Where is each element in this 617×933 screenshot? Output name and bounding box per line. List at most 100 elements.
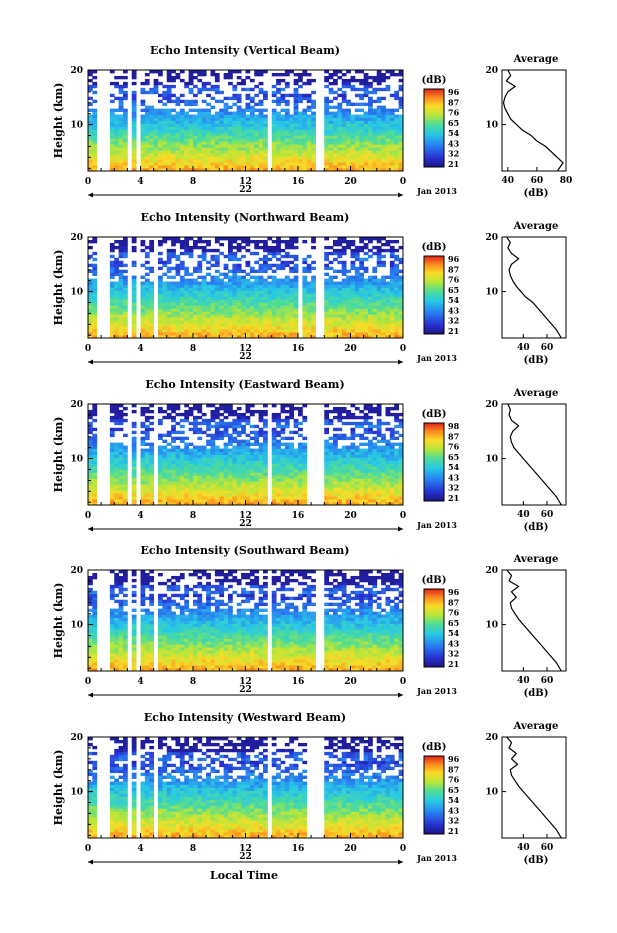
heatmap-cell xyxy=(359,159,364,162)
heatmap-cell xyxy=(215,276,220,279)
heatmap-cell xyxy=(250,121,255,124)
heatmap-cell xyxy=(289,308,294,311)
heatmap-cell xyxy=(162,153,167,156)
heatmap-cell xyxy=(132,308,137,311)
day-label: 22 xyxy=(239,352,252,362)
heatmap-cell xyxy=(114,121,119,124)
heatmap-cell xyxy=(351,329,356,332)
heatmap-cell xyxy=(254,305,259,308)
heatmap-cell xyxy=(171,135,176,138)
heatmap-cell xyxy=(110,255,115,258)
heatmap-cell xyxy=(246,457,251,460)
heatmap-cell xyxy=(254,144,259,147)
heatmap-cell xyxy=(132,115,137,118)
heatmap-cell xyxy=(180,496,185,499)
heatmap-cell xyxy=(346,82,351,85)
heatmap-cell xyxy=(110,329,115,332)
heatmap-cell xyxy=(246,440,251,443)
heatmap-cell xyxy=(224,144,229,147)
heatmap-cell xyxy=(193,299,198,302)
heatmap-cell xyxy=(337,115,342,118)
heatmap-cell xyxy=(276,91,281,94)
heatmap-cell xyxy=(189,496,194,499)
heatmap-cell xyxy=(351,138,356,141)
heatmap-cell xyxy=(92,112,97,115)
heatmap-cell xyxy=(337,138,342,141)
heatmap-cell xyxy=(386,165,391,168)
heatmap-cell xyxy=(176,290,181,293)
heatmap-cell xyxy=(381,282,386,285)
heatmap-cell xyxy=(232,121,237,124)
heatmap-cell xyxy=(272,73,277,76)
heatmap-cell xyxy=(193,246,198,249)
heatmap-cell xyxy=(289,302,294,305)
heatmap-cell xyxy=(263,311,268,314)
heatmap-cell xyxy=(189,153,194,156)
heatmap-cell xyxy=(254,463,259,466)
heatmap-cell xyxy=(202,162,207,165)
heatmap-cell xyxy=(372,308,377,311)
heatmap-cell xyxy=(119,290,124,293)
heatmap-cell xyxy=(254,153,259,156)
heatmap-cell xyxy=(394,153,399,156)
heatmap-cell xyxy=(237,109,242,112)
heatmap-cell xyxy=(359,261,364,264)
heatmap-cell xyxy=(176,437,181,440)
heatmap-cell xyxy=(184,302,189,305)
heatmap-cell xyxy=(145,150,150,153)
colorbar-tick-label: 32 xyxy=(448,316,459,326)
heatmap-cell xyxy=(289,484,294,487)
heatmap-cell xyxy=(307,290,312,293)
heatmap-cell xyxy=(219,293,224,296)
heatmap-cell xyxy=(114,240,119,243)
heatmap-cell xyxy=(180,487,185,490)
heatmap-cell xyxy=(377,159,382,162)
heatmap-cell xyxy=(202,478,207,481)
heatmap-cell xyxy=(119,159,124,162)
heatmap-cell xyxy=(246,487,251,490)
heatmap-cell xyxy=(162,460,167,463)
heatmap-cell xyxy=(276,475,281,478)
heatmap-cell xyxy=(368,320,373,323)
heatmap-cell xyxy=(390,147,395,150)
heatmap-cell xyxy=(114,135,119,138)
heatmap-cell xyxy=(176,293,181,296)
heatmap-cell xyxy=(171,499,176,502)
heatmap-cell xyxy=(377,249,382,252)
heatmap-cell xyxy=(197,469,202,472)
heatmap-cell xyxy=(189,88,194,91)
heatmap-cell xyxy=(241,290,246,293)
heatmap-cell xyxy=(272,413,277,416)
heatmap-cell xyxy=(394,302,399,305)
heatmap-cell xyxy=(145,159,150,162)
heatmap-cell xyxy=(154,135,159,138)
heatmap-cell xyxy=(206,267,211,270)
heatmap-cell xyxy=(88,472,93,475)
heatmap-cell xyxy=(342,410,347,413)
heatmap-cell xyxy=(377,100,382,103)
heatmap-cell xyxy=(307,82,312,85)
heatmap-cell xyxy=(250,311,255,314)
heatmap-cell xyxy=(355,329,360,332)
heatmap-cell xyxy=(211,144,216,147)
heatmap-cell xyxy=(215,326,220,329)
heatmap-cell xyxy=(149,314,154,317)
heatmap-cell xyxy=(197,308,202,311)
heatmap-cell xyxy=(346,452,351,455)
heatmap-cell xyxy=(346,85,351,88)
heatmap-cell xyxy=(254,484,259,487)
heatmap-cell xyxy=(342,326,347,329)
heatmap-cell xyxy=(372,302,377,305)
heatmap-cell xyxy=(119,132,124,135)
heatmap-cell xyxy=(272,296,277,299)
heatmap-cell xyxy=(123,296,128,299)
heatmap-cell xyxy=(145,162,150,165)
heatmap-cell xyxy=(123,302,128,305)
heatmap-cell xyxy=(307,115,312,118)
heatmap-cell xyxy=(171,329,176,332)
heatmap-cell xyxy=(246,484,251,487)
heatmap-cell xyxy=(206,317,211,320)
heatmap-cell xyxy=(119,305,124,308)
heatmap-cell xyxy=(237,302,242,305)
heatmap-cell xyxy=(110,144,115,147)
